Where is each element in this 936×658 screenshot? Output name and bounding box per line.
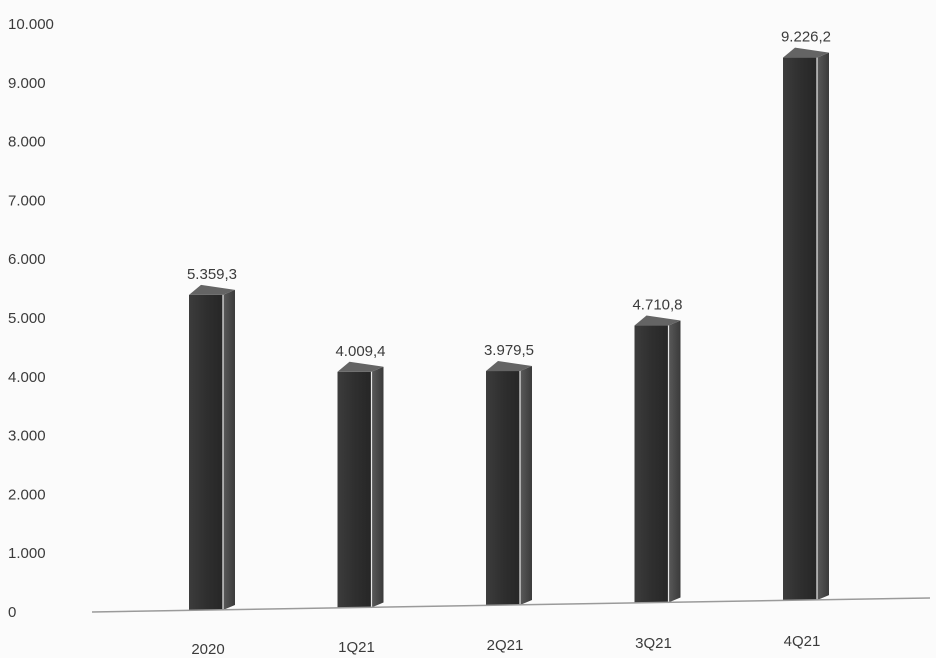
bar-top (486, 361, 532, 372)
y-tick-label: 10.000 (8, 16, 54, 33)
bar-top (783, 47, 829, 58)
bar-front (634, 325, 669, 603)
y-tick-label: 5.000 (8, 310, 46, 327)
bar-side (668, 320, 681, 603)
y-tick-label: 9.000 (8, 75, 46, 92)
y-axis-ticks: 0 1.000 2.000 3.000 4.000 5.000 6.000 7.000 8.00… (8, 16, 54, 621)
data-label: 4.009,4 (335, 343, 385, 360)
y-tick-label: 4.000 (8, 369, 46, 386)
y-tick-label: 8.000 (8, 134, 46, 151)
bar-top (634, 315, 681, 326)
labels-layer: 5.359,3 2020 4.009,4 1Q21 3.979,5 2Q21 4.710,8… (187, 29, 831, 658)
bar-top (189, 284, 235, 295)
data-label: 4.710,8 (632, 297, 682, 314)
x-axis-layer (91, 597, 931, 613)
x-tick-label: 2020 (191, 641, 224, 658)
bar-front (337, 371, 372, 608)
y-tick-label: 6.000 (8, 251, 46, 268)
bar-front (486, 371, 520, 606)
bar-side (520, 366, 532, 606)
bar-side (817, 52, 829, 601)
bar-front (189, 294, 223, 610)
bar-side (371, 366, 384, 608)
x-tick-label: 1Q21 (338, 639, 375, 656)
bars-layer (189, 47, 829, 610)
data-label: 3.979,5 (484, 342, 534, 359)
data-label: 9.226,2 (781, 29, 831, 46)
y-tick-label: 7.000 (8, 192, 46, 209)
y-tick-label: 2.000 (8, 486, 46, 503)
y-tick-label: 0 (8, 604, 16, 621)
bar-front (783, 57, 817, 601)
bar-top (337, 361, 384, 372)
y-tick-label: 3.000 (8, 428, 46, 445)
x-tick-label: 3Q21 (635, 635, 672, 652)
x-tick-label: 4Q21 (784, 633, 821, 650)
bar-side (223, 289, 235, 610)
y-tick-label: 1.000 (8, 545, 46, 562)
data-label: 5.359,3 (187, 266, 237, 283)
x-axis-baseline (91, 597, 931, 613)
x-tick-label: 2Q21 (487, 637, 524, 654)
